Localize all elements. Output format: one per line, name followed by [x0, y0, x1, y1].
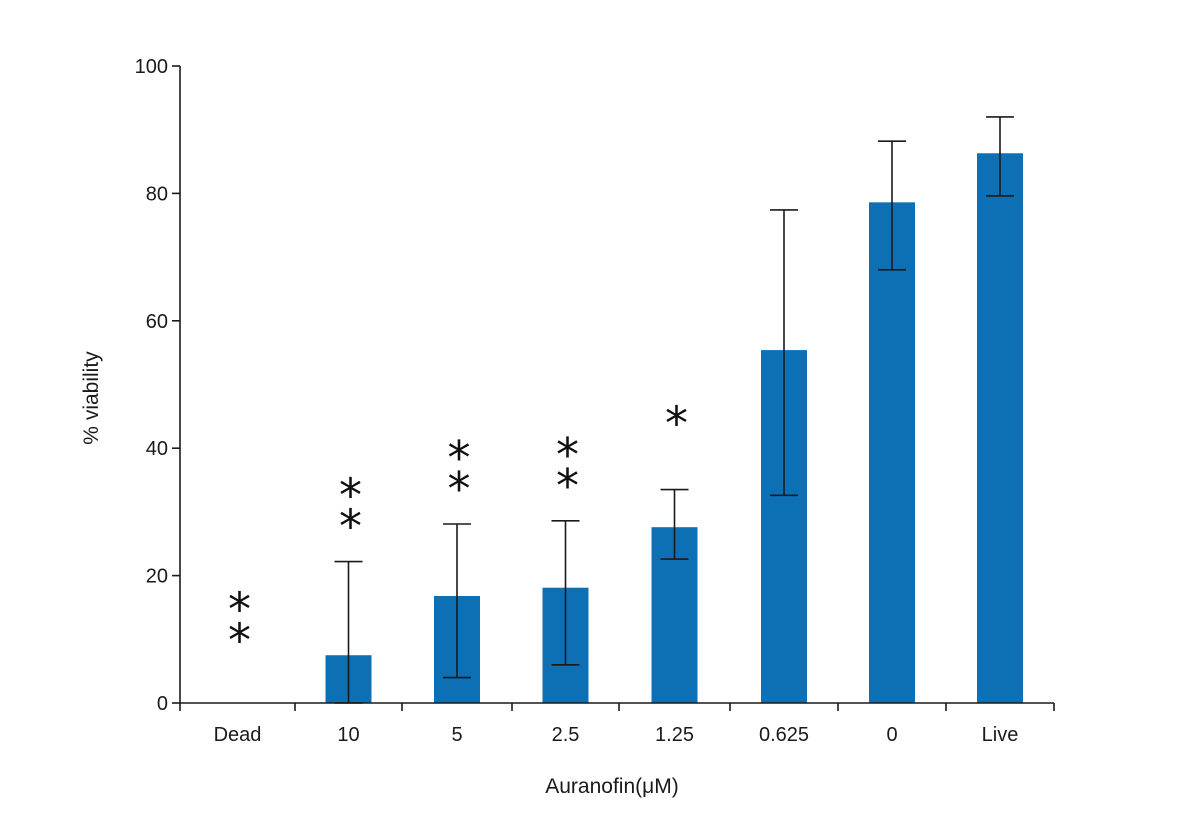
y-tick-label: 40	[146, 438, 168, 460]
error-bar-1.25	[660, 488, 689, 560]
x-tick-label: 10	[337, 724, 359, 746]
y-tick-label: 20	[146, 566, 168, 588]
error-bars-layer	[334, 116, 1014, 704]
error-bar-2.5	[551, 520, 580, 666]
x-tick-label: 1.25	[655, 724, 694, 746]
significance-star: *	[228, 582, 251, 636]
significance-star: *	[665, 397, 688, 451]
x-tick-label: 0	[886, 724, 897, 746]
significance-star: *	[556, 459, 579, 513]
error-bar-0	[878, 140, 906, 271]
bar-Live	[977, 153, 1023, 704]
x-tick-label: 5	[451, 724, 462, 746]
significance-star: *	[448, 462, 471, 516]
significance-layer: *********	[228, 397, 688, 668]
x-tick-label: 0.625	[759, 724, 809, 746]
x-tick-label: Dead	[214, 724, 262, 746]
error-bar-Live	[986, 116, 1014, 197]
y-tick-label: 0	[157, 693, 168, 715]
error-bar-0.625	[770, 209, 798, 497]
y-tick-label: 100	[135, 56, 168, 78]
ticks-layer: Dead 10 5 2.5 1.25 0.625 0 Live 0 20 40 60 80 100	[135, 56, 1055, 746]
x-tick-label: 2.5	[552, 724, 580, 746]
significance-star: *	[556, 428, 579, 482]
bars-layer	[325, 153, 1023, 704]
significance-star: *	[228, 613, 251, 667]
y-axis-title: % viability	[80, 351, 103, 445]
significance-star: *	[339, 500, 362, 554]
axes-layer	[179, 66, 1054, 704]
bar-0	[869, 202, 915, 703]
x-tick-label: Live	[982, 724, 1019, 746]
y-tick-label: 60	[146, 311, 168, 333]
error-bar-5	[443, 523, 471, 679]
y-tick-label: 80	[146, 183, 168, 205]
x-axis-title: Auranofin(μM)	[545, 775, 678, 798]
significance-star: *	[339, 469, 362, 523]
significance-star: *	[448, 431, 471, 485]
